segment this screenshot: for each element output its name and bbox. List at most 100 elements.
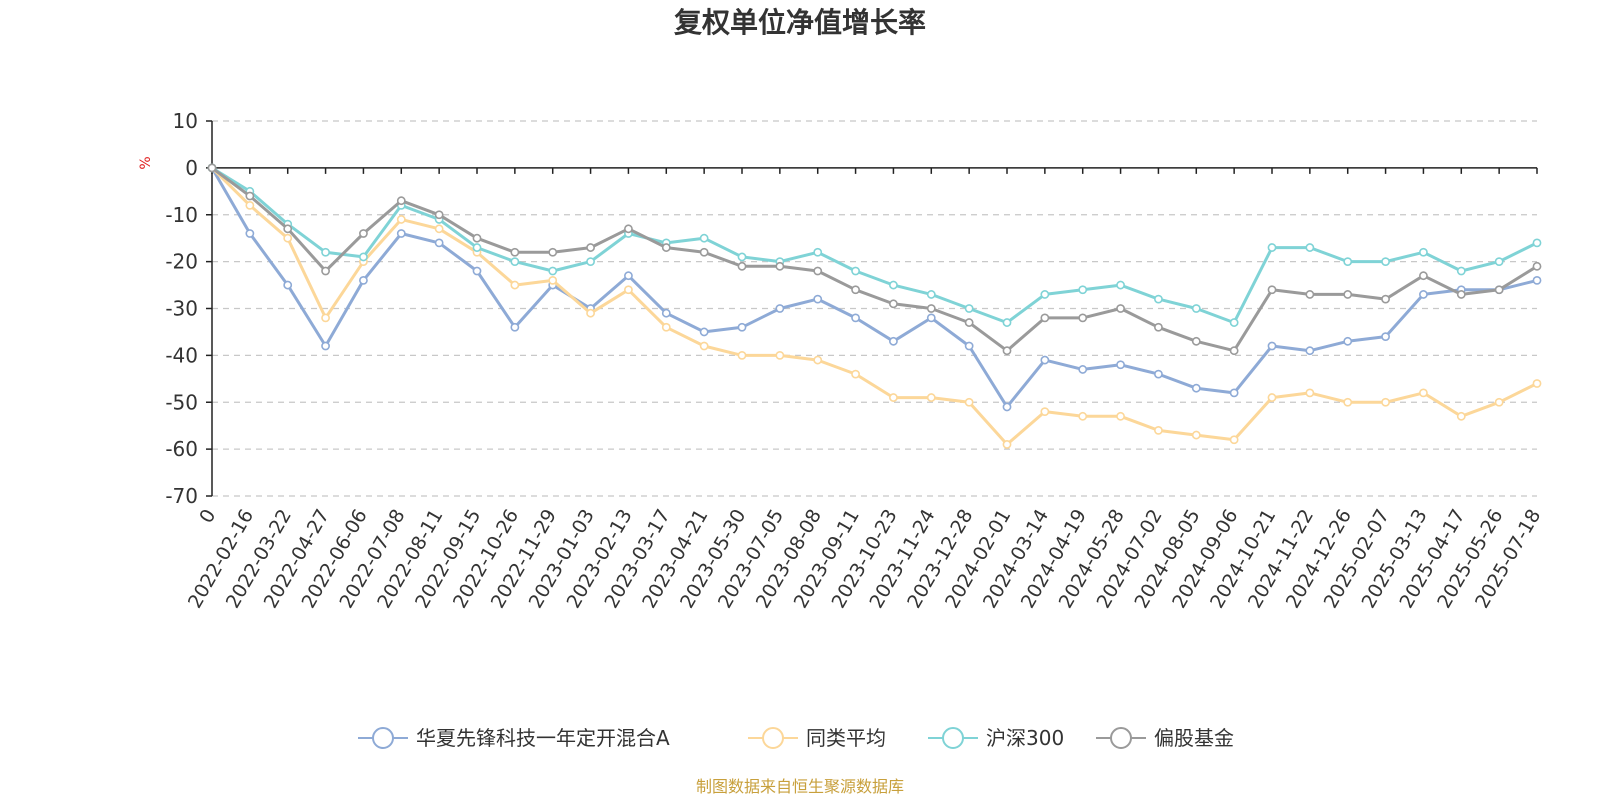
data-point (889, 336, 898, 346)
data-point (396, 229, 406, 238)
data-point (245, 191, 255, 201)
data-point (1419, 247, 1428, 257)
data-point (586, 257, 595, 267)
data-point (851, 266, 860, 276)
data-point (321, 313, 330, 323)
data-point (813, 355, 823, 365)
data-point (359, 275, 368, 285)
data-point (624, 285, 633, 295)
data-point (321, 247, 330, 257)
data-point (737, 322, 747, 332)
legend-marker (372, 727, 394, 749)
data-point (510, 280, 520, 290)
data-point (359, 252, 368, 262)
data-point (1002, 346, 1012, 356)
data-point (775, 304, 785, 313)
legend-marker (942, 727, 964, 749)
data-point (434, 210, 444, 220)
data-point (548, 247, 558, 257)
legend-label: 同类平均 (806, 726, 886, 750)
x-tick-label: 0 (195, 506, 220, 527)
data-point (1191, 336, 1201, 346)
data-point (964, 397, 974, 407)
series-2 (207, 163, 1542, 327)
data-point (586, 243, 595, 252)
data-point (964, 318, 974, 327)
legend-item[interactable]: 华夏先锋科技一年定开混合A (358, 726, 670, 750)
data-point (245, 200, 255, 210)
legend[interactable]: 华夏先锋科技一年定开混合A 同类平均 沪深300 偏股基金 (358, 726, 1234, 750)
data-point (1494, 397, 1504, 407)
data-point (624, 224, 633, 234)
data-point (548, 275, 558, 285)
data-point (661, 322, 671, 332)
data-point (1229, 346, 1239, 356)
data-point (245, 229, 255, 238)
data-point (813, 266, 823, 276)
data-point (1419, 271, 1428, 281)
data-point (472, 233, 482, 243)
data-point (1419, 388, 1428, 398)
data-point (1040, 407, 1050, 417)
data-point (964, 341, 974, 351)
data-point (1116, 411, 1125, 421)
y-tick-label: -30 (165, 297, 198, 321)
data-point (1267, 341, 1277, 351)
series-lines (207, 163, 1542, 449)
legend-label: 华夏先锋科技一年定开混合A (416, 726, 670, 750)
y-tick-label: -50 (165, 390, 198, 414)
series-line (210, 166, 1539, 353)
series-line (210, 166, 1539, 325)
legend-item[interactable]: 沪深300 (928, 726, 1064, 750)
data-point (321, 266, 330, 276)
data-source-note: 制图数据来自恒生聚源数据库 (696, 777, 904, 796)
data-point (699, 327, 709, 337)
y-axis-unit-label: % (138, 156, 154, 169)
data-point (851, 369, 860, 379)
data-point (283, 224, 293, 234)
data-point (1532, 238, 1542, 248)
data-point (1229, 318, 1239, 327)
data-point (434, 238, 444, 248)
data-point (207, 163, 217, 173)
data-point (661, 308, 671, 318)
data-point (1456, 266, 1466, 276)
data-point (1343, 257, 1353, 267)
y-axis-ticks: 10 0 -10 -20 -30 -40 -50 -60 -70 (165, 109, 212, 508)
legend-item[interactable]: 同类平均 (748, 726, 886, 750)
data-point (359, 229, 368, 238)
data-point (1381, 294, 1390, 304)
data-point (1040, 355, 1050, 365)
data-point (1305, 346, 1315, 356)
y-tick-label: -70 (165, 484, 198, 508)
data-point (775, 350, 785, 360)
legend-item[interactable]: 偏股基金 (1096, 726, 1234, 750)
data-point (510, 257, 520, 267)
data-point (964, 304, 974, 313)
data-point (699, 233, 709, 243)
data-point (1078, 285, 1088, 295)
data-point (889, 393, 898, 402)
data-point (1229, 388, 1239, 398)
data-point (851, 285, 860, 295)
data-point (737, 350, 747, 360)
data-point (1040, 313, 1050, 323)
legend-label: 偏股基金 (1154, 726, 1234, 750)
y-tick-label: 10 (173, 109, 198, 133)
data-point (1154, 369, 1163, 379)
data-point (775, 261, 785, 271)
data-point (1381, 397, 1390, 407)
data-point (926, 313, 936, 323)
data-point (1002, 440, 1012, 449)
data-point (1002, 402, 1012, 412)
data-point (283, 280, 293, 290)
data-point (1191, 430, 1201, 440)
data-point (1191, 383, 1201, 393)
data-point (1456, 411, 1466, 421)
series-0 (207, 163, 1542, 412)
series-3 (207, 163, 1542, 356)
series-line (210, 166, 1539, 446)
data-point (624, 271, 633, 281)
data-point (737, 252, 747, 262)
